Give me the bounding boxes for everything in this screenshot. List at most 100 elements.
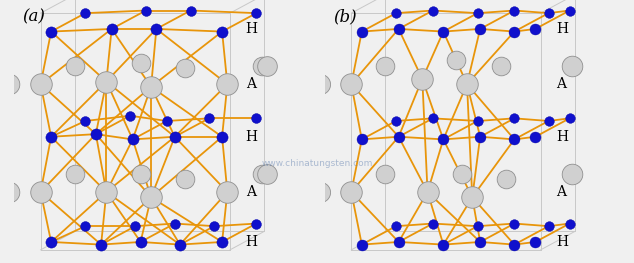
- Point: [146, 195, 156, 199]
- Point: [175, 242, 185, 247]
- Text: A: A: [246, 77, 256, 91]
- Point: [46, 29, 56, 34]
- Text: H: H: [246, 22, 258, 36]
- Point: [4, 82, 14, 86]
- Point: [567, 171, 578, 176]
- Text: A: A: [246, 185, 256, 199]
- Point: [509, 29, 519, 34]
- Point: [262, 64, 272, 68]
- Point: [180, 66, 190, 70]
- Point: [564, 8, 574, 13]
- Point: [451, 58, 462, 63]
- Point: [217, 135, 227, 139]
- Point: [543, 119, 553, 123]
- Point: [509, 8, 519, 13]
- Point: [530, 135, 540, 139]
- Point: [530, 27, 540, 31]
- Point: [127, 137, 138, 141]
- Point: [391, 11, 401, 15]
- Point: [223, 190, 233, 194]
- Point: [543, 224, 553, 228]
- Point: [125, 114, 135, 118]
- Point: [217, 240, 227, 244]
- Point: [81, 224, 91, 228]
- Point: [251, 11, 261, 15]
- Point: [438, 137, 448, 141]
- Point: [357, 242, 367, 247]
- Point: [428, 8, 438, 13]
- Point: [136, 61, 146, 65]
- Point: [394, 240, 404, 244]
- Point: [314, 82, 325, 86]
- Point: [81, 11, 91, 15]
- Point: [530, 240, 540, 244]
- Point: [456, 171, 467, 176]
- Text: H: H: [557, 130, 569, 144]
- Point: [170, 135, 180, 139]
- Point: [46, 135, 56, 139]
- Point: [81, 119, 91, 123]
- Point: [186, 8, 196, 13]
- Point: [141, 8, 151, 13]
- Point: [223, 82, 233, 86]
- Point: [346, 190, 356, 194]
- Point: [130, 224, 140, 228]
- Point: [4, 190, 14, 194]
- Text: H: H: [557, 235, 569, 249]
- Point: [564, 221, 574, 226]
- Point: [70, 171, 80, 176]
- Point: [475, 27, 485, 31]
- Point: [70, 64, 80, 68]
- Point: [136, 240, 146, 244]
- Point: [209, 224, 219, 228]
- Point: [462, 82, 472, 86]
- Point: [428, 116, 438, 120]
- Point: [394, 27, 404, 31]
- Point: [467, 195, 477, 199]
- Point: [357, 137, 367, 141]
- Point: [380, 171, 391, 176]
- Text: A: A: [557, 77, 566, 91]
- Point: [101, 79, 112, 84]
- Point: [251, 116, 261, 120]
- Point: [509, 242, 519, 247]
- Point: [509, 221, 519, 226]
- Point: [204, 116, 214, 120]
- Point: [257, 171, 267, 176]
- Point: [101, 190, 112, 194]
- Point: [262, 171, 272, 176]
- Point: [217, 29, 227, 34]
- Text: A: A: [557, 185, 566, 199]
- Point: [107, 27, 117, 31]
- Point: [428, 221, 438, 226]
- Point: [96, 242, 106, 247]
- Point: [501, 177, 512, 181]
- Point: [543, 11, 553, 15]
- Point: [36, 190, 46, 194]
- Point: [496, 64, 507, 68]
- Point: [346, 82, 356, 86]
- Text: (a): (a): [22, 8, 45, 25]
- Point: [438, 29, 448, 34]
- Point: [394, 135, 404, 139]
- Text: (b): (b): [333, 8, 356, 25]
- Point: [472, 119, 482, 123]
- Point: [509, 116, 519, 120]
- Point: [475, 135, 485, 139]
- Point: [391, 224, 401, 228]
- Point: [46, 240, 56, 244]
- Point: [391, 119, 401, 123]
- Point: [357, 29, 367, 34]
- Point: [472, 224, 482, 228]
- Point: [314, 190, 325, 194]
- Point: [380, 64, 391, 68]
- Point: [438, 242, 448, 247]
- Text: H: H: [557, 22, 569, 36]
- Point: [509, 137, 519, 141]
- Point: [567, 64, 578, 68]
- Text: H: H: [246, 130, 258, 144]
- Point: [162, 119, 172, 123]
- Point: [180, 177, 190, 181]
- Point: [475, 240, 485, 244]
- Point: [417, 77, 427, 81]
